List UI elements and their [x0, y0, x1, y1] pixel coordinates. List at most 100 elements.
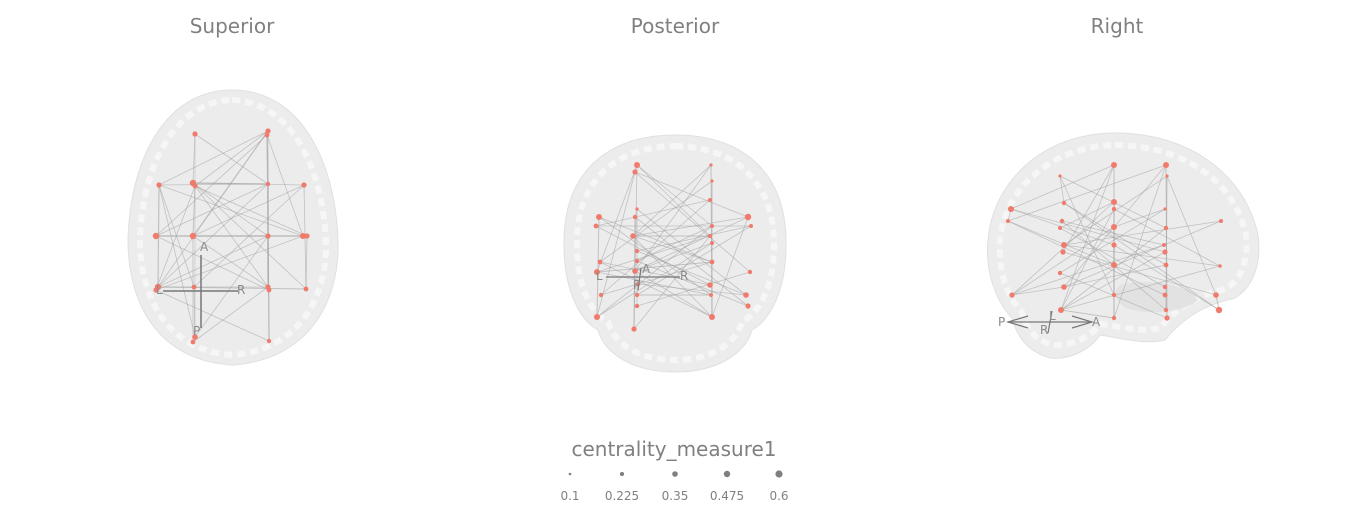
legend-label-2: 0.225	[604, 489, 640, 503]
axis-label-right-down: R	[1040, 323, 1048, 337]
nodes-superior	[152, 128, 310, 345]
network-node	[1008, 206, 1014, 212]
edges-posterior	[595, 164, 752, 330]
network-node	[634, 303, 640, 309]
network-node	[710, 179, 714, 183]
network-node	[1111, 262, 1117, 268]
network-edge	[1063, 220, 1222, 288]
network-node	[1058, 174, 1062, 178]
network-edge	[192, 286, 269, 343]
network-edge	[155, 134, 268, 237]
axis-label-posterior-up: A	[642, 262, 651, 276]
network-node	[1058, 226, 1062, 230]
network-node	[265, 128, 271, 134]
network-node	[1163, 162, 1169, 168]
network-node	[632, 169, 638, 175]
network-edge	[636, 260, 749, 307]
network-edge	[599, 261, 713, 318]
network-edge	[1062, 251, 1217, 296]
network-node	[596, 214, 602, 220]
network-edge	[634, 242, 713, 272]
network-node	[1111, 315, 1117, 321]
network-edge	[595, 199, 711, 227]
network-node	[189, 232, 197, 240]
network-edge	[599, 261, 711, 286]
network-edge	[1061, 220, 1165, 246]
network-edge	[1007, 220, 1115, 266]
view-title-right: Right	[1090, 14, 1144, 38]
orientation-axes-superior	[163, 255, 238, 328]
network-edge	[711, 216, 749, 318]
network-node	[709, 163, 713, 167]
network-node	[1006, 219, 1010, 223]
network-edge	[157, 286, 307, 290]
legend-title: centrality_measure1	[571, 437, 777, 461]
network-node	[265, 181, 271, 187]
network-node	[266, 287, 272, 293]
network-node	[594, 269, 600, 275]
network-node	[635, 207, 639, 211]
network-edge	[155, 183, 269, 237]
network-edge	[192, 185, 196, 237]
network-node	[264, 132, 270, 138]
network-node	[707, 233, 713, 239]
network-edge	[1113, 208, 1166, 228]
network-node	[300, 233, 306, 239]
network-node	[630, 233, 636, 239]
network-edge	[636, 164, 713, 227]
network-edge	[1113, 164, 1167, 319]
network-node	[1165, 174, 1169, 178]
axis-label-superior-up: A	[200, 240, 209, 254]
network-edge	[157, 235, 269, 288]
axis-label-superior-right: R	[237, 283, 245, 297]
network-edge	[634, 216, 749, 307]
network-edge	[1007, 220, 1166, 296]
network-node	[303, 286, 309, 292]
network-node	[1111, 242, 1117, 248]
network-edge	[596, 216, 600, 318]
network-edge	[596, 235, 711, 273]
network-edge	[598, 216, 713, 263]
legend-label-3: 0.35	[661, 489, 689, 503]
axis-label-posterior-left: L	[596, 269, 603, 283]
network-node	[1061, 284, 1067, 290]
network-edge	[632, 164, 712, 237]
network-edge	[637, 283, 747, 296]
network-edge	[600, 261, 713, 296]
network-edge	[1010, 208, 1115, 246]
network-edge	[636, 208, 747, 296]
network-edge	[634, 171, 751, 273]
network-edge	[633, 235, 711, 330]
network-edge	[1060, 309, 1115, 319]
network-node	[266, 338, 272, 344]
network-edge	[1011, 201, 1115, 296]
network-edge	[1059, 175, 1065, 204]
network-edge	[1060, 208, 1115, 311]
network-node	[744, 213, 752, 221]
network-node	[1111, 206, 1117, 212]
network-edge	[1063, 202, 1167, 266]
axis-label-superior-down: P	[193, 324, 200, 338]
network-edge	[1010, 164, 1115, 210]
network-edge	[155, 185, 196, 291]
nodes-right	[1006, 162, 1223, 321]
network-edge	[192, 235, 269, 288]
network-edge	[598, 216, 712, 296]
network-node	[1215, 306, 1223, 314]
network-node	[1162, 284, 1168, 290]
network-node	[1061, 200, 1067, 206]
network-node	[1162, 249, 1168, 255]
network-node	[1060, 249, 1066, 255]
legend-label-4: 0.475	[709, 489, 745, 503]
network-node	[1059, 218, 1065, 224]
network-edge	[1063, 220, 1222, 246]
brain-silhouette-superior	[127, 89, 339, 366]
network-node	[1111, 162, 1117, 168]
network-node	[709, 259, 715, 265]
network-edge	[1011, 286, 1065, 296]
network-node	[156, 182, 162, 188]
network-node	[1061, 242, 1067, 248]
network-node	[301, 182, 307, 188]
